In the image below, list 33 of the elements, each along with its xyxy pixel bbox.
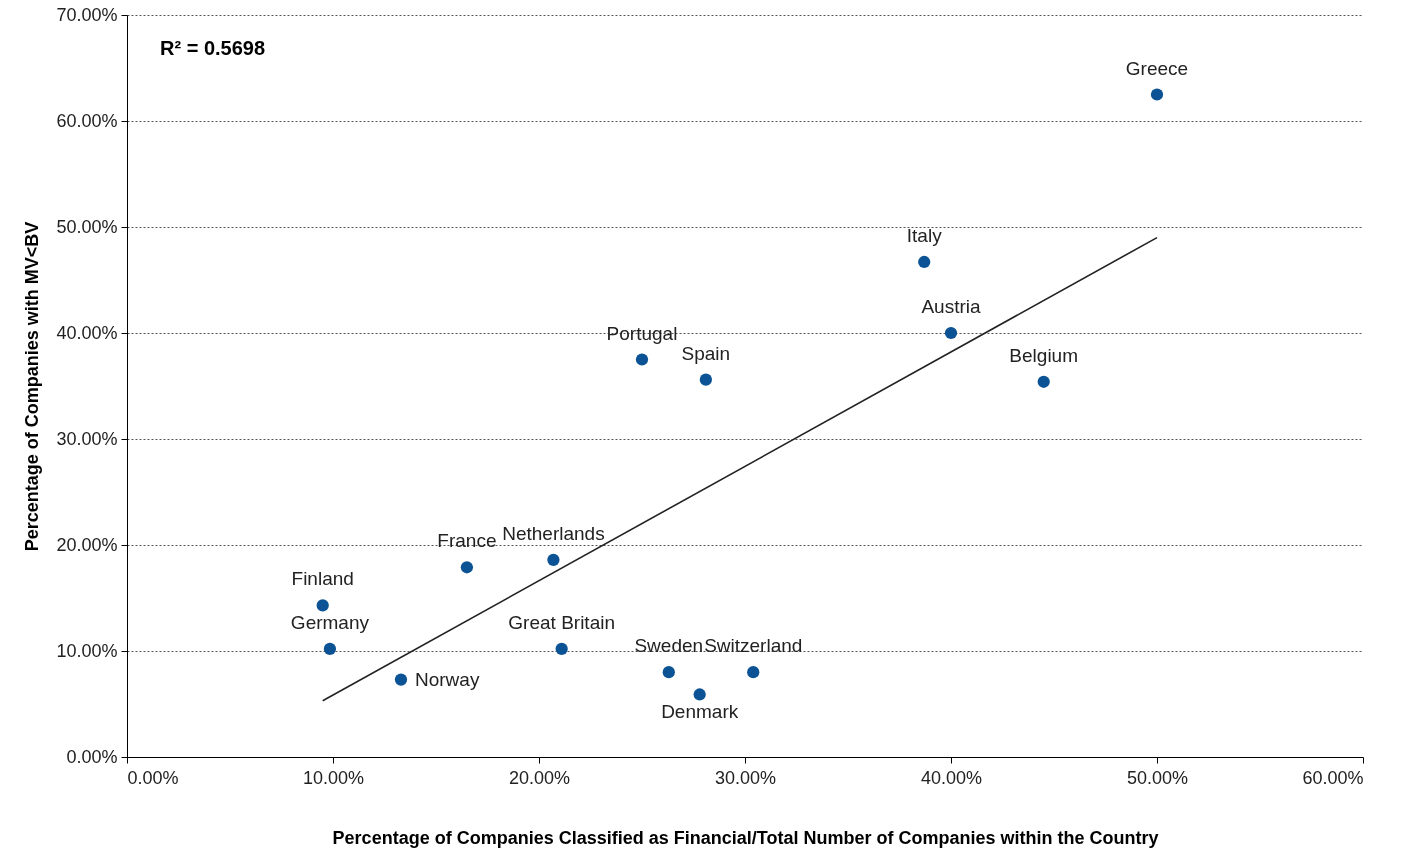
annotation: Austria bbox=[921, 296, 981, 317]
annotation: Sweden bbox=[634, 635, 704, 657]
y-tick-label: 40.00% bbox=[56, 322, 118, 343]
annotation: Finland bbox=[291, 568, 354, 590]
x-tick-label: 60.00% bbox=[1302, 767, 1364, 788]
x-tick-label: 40.00% bbox=[920, 767, 983, 788]
annotation: Netherlands bbox=[502, 522, 605, 544]
annotation: Portugal bbox=[606, 322, 678, 344]
x-tick-label: 30.00% bbox=[714, 767, 777, 788]
annotation: Greece bbox=[1125, 57, 1189, 79]
y-tick-label: 50.00% bbox=[56, 216, 118, 237]
x-tick-label: 0.00% bbox=[127, 767, 179, 788]
annotation: Spain bbox=[681, 342, 731, 364]
y-tick-label: 30.00% bbox=[56, 428, 118, 449]
annotation: Norway bbox=[414, 668, 480, 690]
annotation: France bbox=[437, 530, 497, 552]
x-tick-label: 50.00% bbox=[1126, 767, 1189, 788]
y-tick-label: 70.00% bbox=[56, 4, 118, 25]
y-tick-label: 20.00% bbox=[56, 534, 118, 555]
annotation: Switzerland bbox=[704, 635, 803, 657]
y-axis-title: Percentage of Companies with MV<BV bbox=[22, 221, 43, 552]
y-tick-label: 0.00% bbox=[66, 746, 118, 767]
annotation: Belgium bbox=[1009, 344, 1079, 366]
annotation: Germany bbox=[290, 611, 370, 633]
y-tick-label: 60.00% bbox=[56, 110, 118, 131]
x-tick-label: 10.00% bbox=[302, 767, 365, 788]
x-axis-title: Percentage of Companies Classified as Financial/Total Number of Companies within the Country bbox=[332, 827, 1159, 848]
y-tick-label: 10.00% bbox=[56, 640, 118, 661]
annotation: R² = 0.5698 bbox=[160, 37, 266, 59]
annotation: Great Britain bbox=[508, 611, 615, 633]
x-tick-label: 20.00% bbox=[508, 767, 571, 788]
annotation: Italy bbox=[906, 224, 943, 246]
annotation: Denmark bbox=[661, 701, 739, 723]
